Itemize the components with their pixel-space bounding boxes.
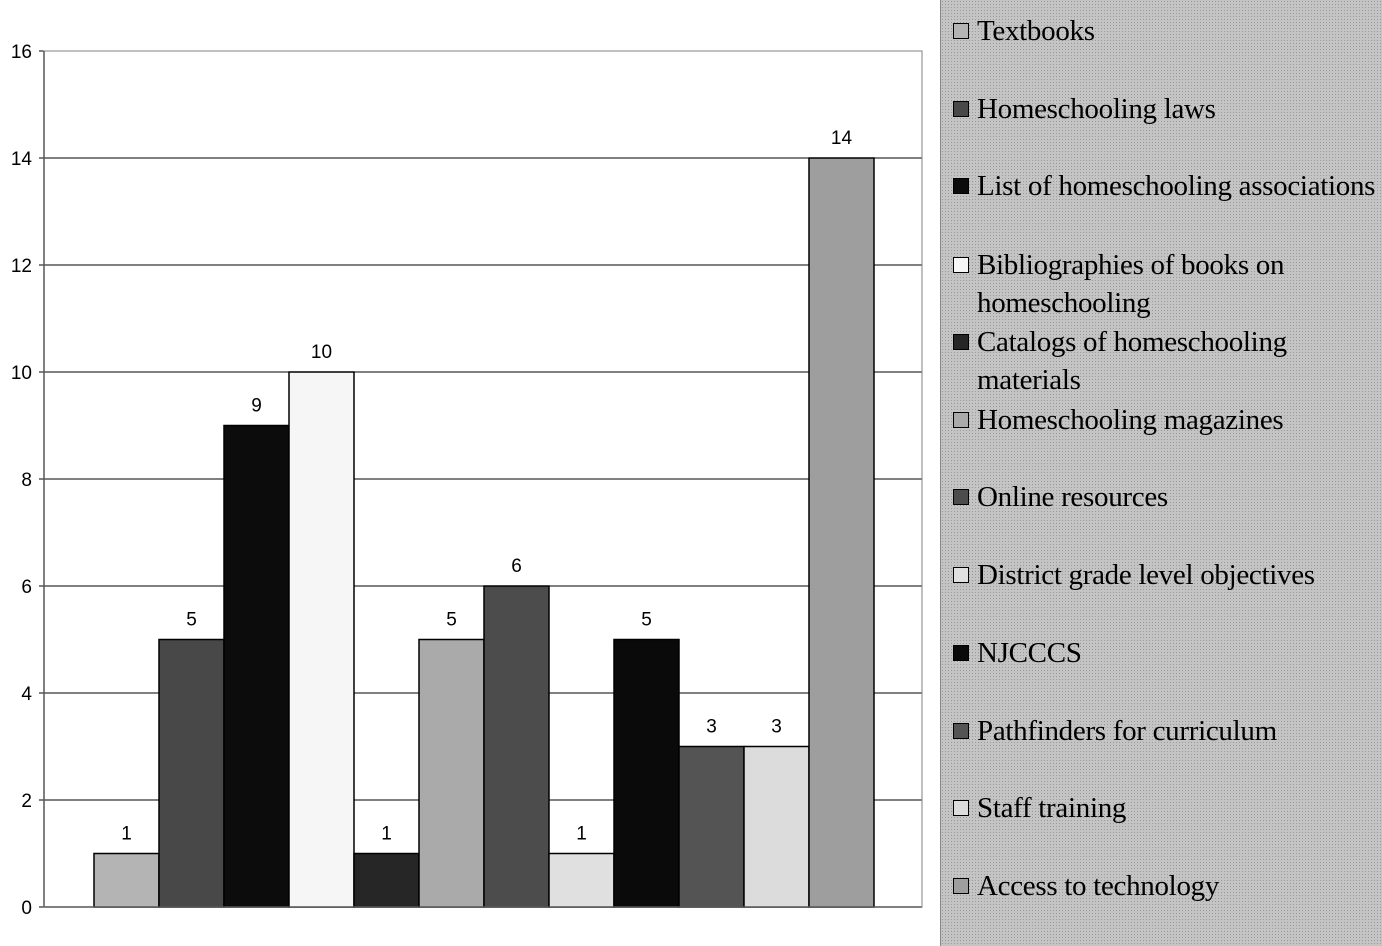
y-tick-label: 12	[11, 256, 32, 277]
legend-label: Access to technology	[977, 870, 1220, 902]
legend-label: Staff training	[977, 792, 1127, 824]
y-tick-label: 16	[11, 42, 32, 63]
legend-label: Catalogs of homeschooling materials	[977, 326, 1287, 396]
data-label: 9	[251, 396, 262, 417]
data-label: 1	[381, 824, 392, 845]
bar	[743, 745, 810, 908]
data-label: 3	[706, 717, 717, 738]
bars	[93, 157, 875, 908]
legend-swatch	[953, 567, 969, 583]
bar	[613, 638, 680, 908]
bar	[93, 852, 160, 908]
bar	[483, 585, 550, 908]
data-label: 10	[311, 342, 332, 363]
y-tick-label: 2	[21, 791, 32, 812]
y-tick-label: 10	[11, 363, 32, 384]
legend-label: District grade level objectives	[977, 559, 1315, 591]
y-tick-label: 8	[21, 470, 32, 491]
legend-swatch	[953, 23, 969, 39]
y-tick-label: 6	[21, 577, 32, 598]
y-tick-label: 4	[21, 684, 32, 705]
legend-swatch	[953, 101, 969, 117]
data-labels: 1 5 9 10 1 5 6 1 5 3 3 14	[121, 128, 852, 845]
data-label: 3	[771, 717, 782, 738]
bar	[418, 638, 485, 908]
legend-label: Homeschooling magazines	[977, 404, 1284, 436]
legend-swatch	[953, 723, 969, 739]
legend-swatch	[953, 334, 969, 350]
bar	[548, 852, 615, 908]
legend-label: Bibliographies of books on homeschooling	[977, 249, 1285, 319]
data-label: 5	[186, 610, 197, 631]
plot-area-frame	[43, 50, 923, 908]
bar	[288, 371, 355, 908]
legend-label: Pathfinders for curriculum	[977, 715, 1277, 747]
legend-label: Homeschooling laws	[977, 93, 1216, 125]
legend-label: Textbooks	[977, 15, 1095, 47]
data-label: 5	[641, 610, 652, 631]
bar	[808, 157, 875, 908]
legend-label: NJCCCS	[977, 637, 1082, 669]
legend-swatch	[953, 489, 969, 505]
legend-swatch	[953, 412, 969, 428]
data-label: 6	[511, 556, 522, 577]
legend-label: Online resources	[977, 481, 1168, 513]
bar	[223, 424, 290, 908]
bar-chart: 0 2 4 6 8 10 12 14 16 1 5 9 10 1 5 6 1 5 3 3 14	[11, 42, 923, 919]
bar	[678, 745, 745, 908]
data-label: 1	[576, 824, 587, 845]
data-label: 1	[121, 824, 132, 845]
legend-swatch	[953, 878, 969, 894]
bar	[353, 852, 420, 908]
legend-label: List of homeschooling associations	[977, 170, 1376, 202]
data-label: 14	[831, 128, 853, 149]
bar	[158, 638, 225, 908]
legend: Textbooks Homeschooling laws List of hom…	[940, 0, 1382, 946]
legend-swatch	[953, 178, 969, 194]
y-tick-label: 0	[21, 898, 32, 919]
data-label: 5	[446, 610, 457, 631]
legend-swatch	[953, 257, 969, 273]
y-tick-label: 14	[11, 149, 33, 170]
legend-swatch	[953, 800, 969, 816]
legend-swatch	[953, 645, 969, 661]
